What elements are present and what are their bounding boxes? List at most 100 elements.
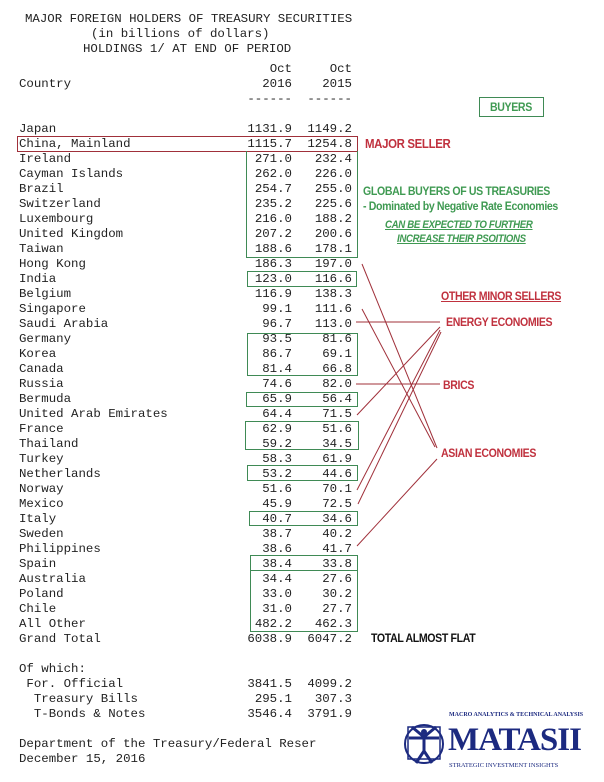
buyers-highlight-bermuda [246, 392, 358, 407]
value-oct-2016: 1115.7 [247, 137, 292, 151]
value-oct-2016: 262.0 [254, 167, 292, 181]
category-name: T-Bonds & Notes [19, 707, 146, 721]
country-name: Belgium [19, 287, 72, 301]
value-oct-2015: 44.6 [322, 467, 352, 481]
value-oct-2016: 34.4 [262, 572, 292, 586]
value-oct-2016: 93.5 [262, 332, 292, 346]
category-name: Treasury Bills [19, 692, 138, 706]
value-oct-2016: 38.6 [262, 542, 292, 556]
value-oct-2016: 216.0 [254, 212, 292, 226]
value-oct-2016: 3841.5 [247, 677, 292, 691]
col-2015-month: Oct [329, 62, 352, 76]
of-which-label: Of which: [19, 662, 86, 676]
country-name: Singapore [19, 302, 86, 316]
value-oct-2016: 58.3 [262, 452, 292, 466]
country-name: Bermuda [19, 392, 72, 406]
expected-line-2: INCREASE THEIR PSOITIONS [397, 233, 526, 245]
title-line-3: HOLDINGS 1/ AT END OF PERIOD [83, 42, 292, 56]
value-oct-2015: 188.2 [314, 212, 352, 226]
value-oct-2015: 462.3 [314, 617, 352, 631]
value-oct-2015: 226.0 [314, 167, 352, 181]
value-oct-2016: 1131.9 [247, 122, 292, 136]
value-oct-2015: 197.0 [314, 257, 352, 271]
country-name: Thailand [19, 437, 79, 451]
country-name: Hong Kong [19, 257, 86, 271]
country-name: Spain [19, 557, 57, 571]
brics-label: BRICS [443, 378, 475, 392]
value-oct-2015: 72.5 [322, 497, 352, 511]
source-line: Department of the Treasury/Federal Reser [19, 737, 317, 751]
other-minor-sellers-label: OTHER MINOR SELLERS [441, 289, 562, 303]
value-oct-2016: 51.6 [262, 482, 292, 496]
value-oct-2015: 138.3 [314, 287, 352, 301]
value-oct-2016: 86.7 [262, 347, 292, 361]
value-oct-2016: 3546.4 [247, 707, 292, 721]
buyers-highlight-netherlands [247, 465, 358, 481]
country-name: Poland [19, 587, 64, 601]
value-oct-2016: 62.9 [262, 422, 292, 436]
country-name: Japan [19, 122, 57, 136]
country-name: United Kingdom [19, 227, 124, 241]
col-2015-divider: ------ [307, 92, 352, 106]
total-almost-flat-label: TOTAL ALMOST FLAT [371, 631, 476, 645]
value-oct-2016: 74.6 [262, 377, 292, 391]
value-oct-2016: 96.7 [262, 317, 292, 331]
value-oct-2016: 59.2 [262, 437, 292, 451]
value-oct-2016: 207.2 [254, 227, 292, 241]
value-oct-2016: 81.4 [262, 362, 292, 376]
buyers-highlight-italy [249, 511, 358, 526]
value-oct-2015: 51.6 [322, 422, 352, 436]
asian-economies-label: ASIAN ECONOMIES [441, 446, 537, 460]
value-oct-2016: 40.7 [262, 512, 292, 526]
value-oct-2015: 66.8 [322, 362, 352, 376]
category-name: For. Official [19, 677, 124, 691]
country-name: China, Mainland [19, 137, 131, 151]
value-oct-2015: 232.4 [314, 152, 352, 166]
value-oct-2015: 69.1 [322, 347, 352, 361]
value-oct-2015: 40.2 [322, 527, 352, 541]
value-oct-2016: 45.9 [262, 497, 292, 511]
value-oct-2016: 482.2 [254, 617, 292, 631]
value-oct-2016: 295.1 [254, 692, 292, 706]
value-oct-2015: 6047.2 [307, 632, 352, 646]
country-name: Switzerland [19, 197, 101, 211]
expected-line-1: CAN BE EXPECTED TO FURTHER [385, 219, 533, 231]
value-oct-2016: 65.9 [262, 392, 292, 406]
country-name: All Other [19, 617, 86, 631]
value-oct-2016: 271.0 [254, 152, 292, 166]
country-name: Chile [19, 602, 57, 616]
value-oct-2015: 4099.2 [307, 677, 352, 691]
value-oct-2015: 71.5 [322, 407, 352, 421]
line-mexico-energy [357, 331, 442, 505]
value-oct-2016: 116.9 [254, 287, 292, 301]
country-name: Taiwan [19, 242, 64, 256]
country-name: Ireland [19, 152, 72, 166]
value-oct-2015: 113.0 [314, 317, 352, 331]
logo-name: MATASII [448, 722, 582, 758]
value-oct-2015: 70.1 [322, 482, 352, 496]
col-2016-year: 2016 [262, 77, 292, 91]
buyers-legend-box [479, 97, 544, 117]
value-oct-2015: 3791.9 [307, 707, 352, 721]
value-oct-2016: 254.7 [254, 182, 292, 196]
value-oct-2016: 188.6 [254, 242, 292, 256]
title-line-2: (in billions of dollars) [91, 27, 270, 41]
value-oct-2016: 53.2 [262, 467, 292, 481]
country-name: Italy [19, 512, 57, 526]
value-oct-2015: 61.9 [322, 452, 352, 466]
value-oct-2015: 116.6 [314, 272, 352, 286]
value-oct-2016: 123.0 [254, 272, 292, 286]
country-name: Canada [19, 362, 64, 376]
title-line-1: MAJOR FOREIGN HOLDERS OF TREASURY SECURI… [25, 12, 353, 26]
value-oct-2015: 178.1 [314, 242, 352, 256]
country-name: Sweden [19, 527, 64, 541]
buyers-highlight-india [247, 271, 357, 287]
major-seller-highlight [17, 136, 358, 152]
country-name: Norway [19, 482, 64, 496]
value-oct-2016: 64.4 [262, 407, 292, 421]
value-oct-2015: 56.4 [322, 392, 352, 406]
country-name: Germany [19, 332, 72, 346]
vitruvian-man-icon [404, 724, 444, 764]
buyers-highlight-australia-allother [250, 570, 358, 632]
